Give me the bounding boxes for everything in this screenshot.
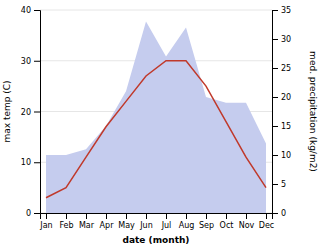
line <box>46 61 266 198</box>
tick: May <box>118 213 135 230</box>
tick-label: 10 <box>281 151 291 160</box>
tick-label: Jan <box>39 221 52 230</box>
tick-mark <box>246 213 247 219</box>
tick-mark <box>206 213 207 219</box>
tick-label: 20 <box>21 108 31 117</box>
tick-label: Feb <box>59 221 73 230</box>
tick: 5 <box>272 180 286 189</box>
tick: Nov <box>239 213 255 230</box>
tick-mark <box>46 213 47 219</box>
tick-label: 40 <box>21 6 31 15</box>
tick: Apr <box>100 213 115 230</box>
axis-line <box>273 11 279 214</box>
tick-mark <box>34 162 40 163</box>
tick-label: May <box>118 221 135 230</box>
tick-label: 20 <box>281 93 291 102</box>
tick-label: Oct <box>220 221 234 230</box>
tick: 0 <box>272 209 286 218</box>
tick-mark <box>166 213 167 219</box>
tick-label: Nov <box>239 221 255 230</box>
tick-label: 25 <box>281 64 291 73</box>
area <box>46 22 266 213</box>
tick: 20 <box>21 108 40 117</box>
axis: 0 5 10 15 20 25 30 35 <box>272 6 291 218</box>
tick-label: 30 <box>21 57 31 66</box>
marks <box>46 22 266 213</box>
tick: Oct <box>220 213 234 230</box>
tick-mark <box>186 213 187 219</box>
tick-mark <box>266 213 267 219</box>
grid-line <box>40 10 272 11</box>
tick-label: 0 <box>26 209 31 218</box>
tick-label: Jun <box>139 221 153 230</box>
axis-line <box>41 214 273 220</box>
tick-label: 5 <box>281 180 286 189</box>
y-axis-title: max temp (C) <box>2 80 12 142</box>
tick: 30 <box>21 57 40 66</box>
tick: 20 <box>272 93 291 102</box>
tick: Dec <box>259 213 274 230</box>
tick-mark <box>86 213 87 219</box>
tick-mark <box>272 10 278 11</box>
tick-mark <box>34 61 40 62</box>
tick-mark <box>272 155 278 156</box>
tick: 30 <box>272 35 291 44</box>
tick-mark <box>66 213 67 219</box>
tick: 10 <box>21 158 40 167</box>
tick-label: 10 <box>21 158 31 167</box>
tick: 35 <box>272 6 291 15</box>
tick-label: 35 <box>281 6 291 15</box>
tick-mark <box>272 39 278 40</box>
tick-mark <box>272 184 278 185</box>
tick-label: 15 <box>281 122 291 131</box>
tick-label: Sep <box>199 221 214 230</box>
chart: Jan Feb Mar AprMay Jun Jul Aug Sep Oct Nov Dec 0 10 2… <box>0 0 318 247</box>
tick-mark <box>272 68 278 69</box>
tick: 15 <box>272 122 291 131</box>
y2-axis-title: med. precipitation (kg/m2) <box>308 51 318 172</box>
tick-mark <box>34 10 40 11</box>
tick-mark <box>226 213 227 219</box>
tick-mark <box>34 213 40 214</box>
tick-label: Aug <box>179 221 195 230</box>
tick-label: Mar <box>79 221 95 230</box>
tick-label: 0 <box>281 209 286 218</box>
tick-mark <box>272 126 278 127</box>
axis-line <box>34 11 41 214</box>
plot: Jan Feb Mar AprMay Jun Jul Aug Sep Oct Nov Dec 0 10 2… <box>21 6 291 230</box>
tick-label: Apr <box>100 221 115 230</box>
tick: 10 <box>272 151 291 160</box>
tick: Jun <box>139 213 153 230</box>
axis: 0 10 20 30 40 <box>21 6 41 218</box>
tick-mark <box>34 112 40 113</box>
tick-mark <box>272 213 278 214</box>
tick-mark <box>106 213 107 219</box>
tick: Sep <box>199 213 214 230</box>
tick: 25 <box>272 64 291 73</box>
axis: Jan Feb Mar AprMay Jun Jul Aug Sep Oct Nov Dec <box>39 213 274 230</box>
tick: Aug <box>179 213 195 230</box>
tick-label: 30 <box>281 35 291 44</box>
tick: Jan <box>39 213 52 230</box>
tick: Jul <box>161 213 172 230</box>
tick-mark <box>146 213 147 219</box>
grid <box>40 10 272 213</box>
tick: 40 <box>21 6 40 15</box>
tick-mark <box>126 213 127 219</box>
tick: 0 <box>26 209 40 218</box>
tick-mark <box>272 97 278 98</box>
x-axis-title: date (month) <box>123 235 190 245</box>
tick: Feb <box>59 213 73 230</box>
tick: Mar <box>79 213 95 230</box>
tick-label: Dec <box>259 221 274 230</box>
tick-label: Jul <box>161 221 172 230</box>
